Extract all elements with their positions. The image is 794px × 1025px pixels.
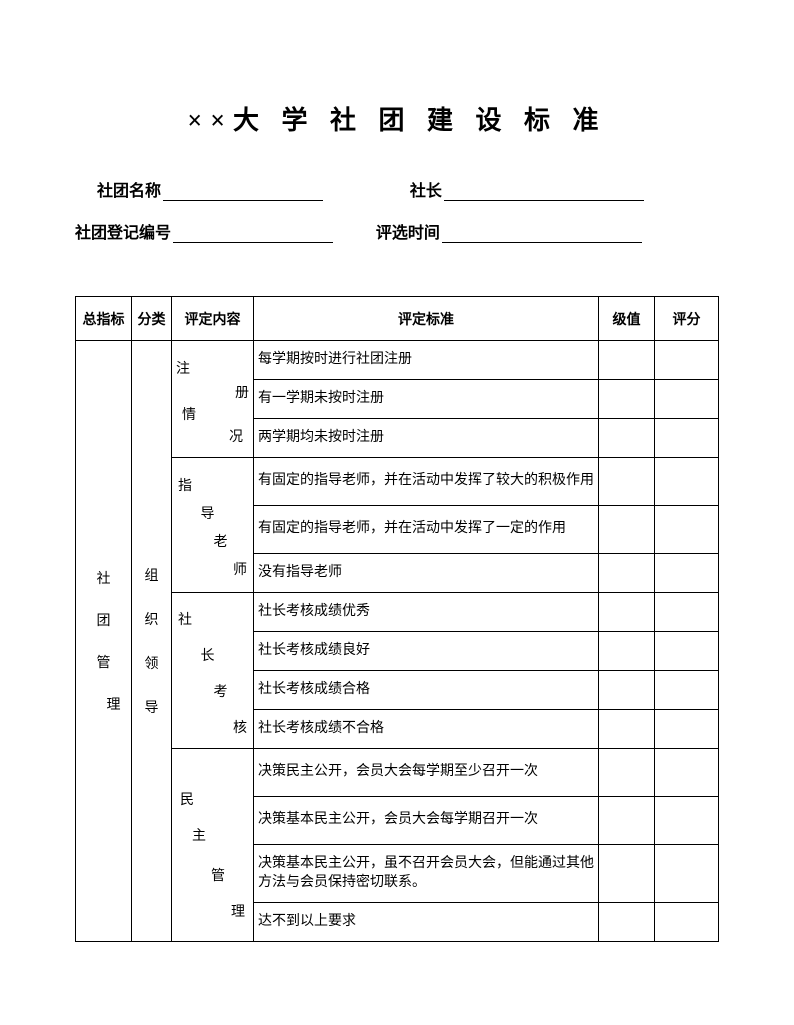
criteria-cell: 每学期按时进行社团注册 — [254, 341, 599, 380]
criteria-cell: 社长考核成绩合格 — [254, 671, 599, 710]
score-cell[interactable] — [655, 506, 719, 554]
criteria-cell: 有固定的指导老师，并在活动中发挥了一定的作用 — [254, 506, 599, 554]
main-indicator-char: 社 — [80, 568, 127, 588]
header-grade-value: 级值 — [599, 297, 655, 341]
page-title: ××大 学 社 团 建 设 标 准 — [75, 100, 719, 137]
criteria-cell: 达不到以上要求 — [254, 903, 599, 942]
section-registration-label: 注 册 情 况 — [172, 341, 254, 458]
grade-cell[interactable] — [599, 341, 655, 380]
section-advisor-label: 指 导 老 师 — [172, 458, 254, 593]
category-char: 组 — [136, 565, 167, 585]
section-label-char: 注 — [172, 352, 253, 378]
header-eval-criteria: 评定标准 — [254, 297, 599, 341]
category-char: 导 — [136, 697, 167, 717]
eval-time-input-line[interactable] — [442, 225, 642, 243]
main-indicator-char: 团 — [80, 610, 127, 630]
header-eval-content: 评定内容 — [172, 297, 254, 341]
grade-cell[interactable] — [599, 671, 655, 710]
score-cell[interactable] — [655, 749, 719, 797]
score-cell[interactable] — [655, 632, 719, 671]
section-label-char: 师 — [172, 551, 253, 579]
section-label-char: 理 — [172, 885, 253, 921]
criteria-cell: 社长考核成绩优秀 — [254, 593, 599, 632]
section-label-char: 况 — [172, 424, 253, 446]
president-label: 社长 — [410, 177, 442, 201]
section-label-char: 情 — [172, 402, 253, 424]
main-indicator-char: 管 — [80, 652, 127, 672]
section-label-char: 管 — [172, 845, 253, 885]
section-label-char: 主 — [172, 809, 253, 845]
grade-cell[interactable] — [599, 845, 655, 903]
table-row: 社 团 管 理 组 织 领 导 注 册 情 况 — [76, 341, 719, 380]
grade-cell[interactable] — [599, 458, 655, 506]
reg-number-label: 社团登记编号 — [75, 219, 171, 243]
table-row: 民 主 管 理 决策民主公开，会员大会每学期至少召开一次 — [76, 749, 719, 797]
score-cell[interactable] — [655, 797, 719, 845]
score-cell[interactable] — [655, 458, 719, 506]
table-row: 社 长 考 核 社长考核成绩优秀 — [76, 593, 719, 632]
criteria-cell: 决策基本民主公开，虽不召开会员大会，但能通过其他方法与会员保持密切联系。 — [254, 845, 599, 903]
section-label-char: 指 — [172, 471, 253, 495]
header-category: 分类 — [132, 297, 172, 341]
form-header: 社团名称 社长 社团登记编号 评选时间 — [75, 177, 719, 261]
grade-cell[interactable] — [599, 554, 655, 593]
eval-time-label: 评选时间 — [376, 219, 440, 243]
section-label-char: 考 — [188, 665, 253, 701]
criteria-cell: 社长考核成绩不合格 — [254, 710, 599, 749]
table-row: 指 导 老 师 有固定的指导老师，并在活动中发挥了较大的积极作用 — [76, 458, 719, 506]
header-score: 评分 — [655, 297, 719, 341]
grade-cell[interactable] — [599, 797, 655, 845]
table-header-row: 总指标 分类 评定内容 评定标准 级值 评分 — [76, 297, 719, 341]
score-cell[interactable] — [655, 419, 719, 458]
grade-cell[interactable] — [599, 632, 655, 671]
section-label-char: 导 — [162, 495, 253, 523]
section-label-char: 社 — [172, 605, 253, 629]
header-main-indicator: 总指标 — [76, 297, 132, 341]
score-cell[interactable] — [655, 710, 719, 749]
score-cell[interactable] — [655, 903, 719, 942]
club-name-label: 社团名称 — [97, 177, 161, 201]
criteria-cell: 决策民主公开，会员大会每学期至少召开一次 — [254, 749, 599, 797]
criteria-cell: 有一学期未按时注册 — [254, 380, 599, 419]
president-input-line[interactable] — [444, 183, 644, 201]
criteria-cell: 社长考核成绩良好 — [254, 632, 599, 671]
club-name-input-line[interactable] — [163, 183, 323, 201]
score-cell[interactable] — [655, 845, 719, 903]
score-cell[interactable] — [655, 341, 719, 380]
reg-number-input-line[interactable] — [173, 225, 333, 243]
section-democratic-label: 民 主 管 理 — [172, 749, 254, 942]
criteria-cell: 两学期均未按时注册 — [254, 419, 599, 458]
section-label-char: 民 — [172, 769, 253, 809]
grade-cell[interactable] — [599, 749, 655, 797]
score-cell[interactable] — [655, 554, 719, 593]
grade-cell[interactable] — [599, 419, 655, 458]
section-label-char: 长 — [162, 629, 253, 665]
main-indicator-cell: 社 团 管 理 — [76, 341, 132, 942]
score-cell[interactable] — [655, 380, 719, 419]
grade-cell[interactable] — [599, 506, 655, 554]
score-cell[interactable] — [655, 593, 719, 632]
section-label-char: 册 — [172, 378, 253, 402]
category-char: 织 — [136, 609, 167, 629]
grade-cell[interactable] — [599, 710, 655, 749]
grade-cell[interactable] — [599, 903, 655, 942]
main-indicator-char: 理 — [80, 694, 127, 714]
score-cell[interactable] — [655, 671, 719, 710]
section-label-char: 核 — [172, 701, 253, 737]
grade-cell[interactable] — [599, 380, 655, 419]
criteria-cell: 有固定的指导老师，并在活动中发挥了较大的积极作用 — [254, 458, 599, 506]
grade-cell[interactable] — [599, 593, 655, 632]
criteria-cell: 没有指导老师 — [254, 554, 599, 593]
evaluation-table: 总指标 分类 评定内容 评定标准 级值 评分 社 团 管 理 组 织 领 — [75, 296, 719, 942]
criteria-cell: 决策基本民主公开，会员大会每学期召开一次 — [254, 797, 599, 845]
section-president-eval-label: 社 长 考 核 — [172, 593, 254, 749]
section-label-char: 老 — [188, 523, 253, 551]
